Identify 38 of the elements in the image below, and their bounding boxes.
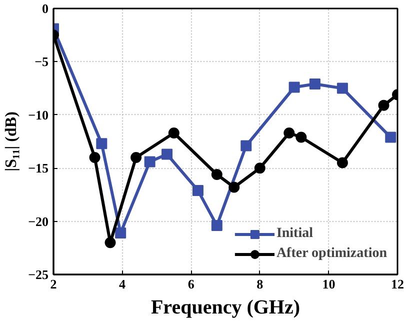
x-axis-title: Frequency (GHz) [150,296,300,318]
point [168,128,180,138]
point [211,168,222,180]
point [378,100,390,111]
x-tick-label: 4 [119,276,126,292]
y-tick-label: −10 [28,107,49,122]
x-tick-label: 10 [322,276,336,292]
point [385,132,396,143]
point [192,184,204,196]
point [211,220,222,232]
point [89,152,100,163]
y-tick-label: −15 [28,160,49,176]
point [104,237,116,248]
y-tick-label: −25 [28,267,49,282]
point [162,148,173,160]
y-tick-label: −20 [28,214,49,229]
point [336,157,348,168]
point [130,152,142,163]
point [240,140,252,152]
legend-label: Initial [276,226,314,242]
point [288,82,300,93]
point [228,182,240,193]
y-tick-label: 0 [42,1,48,16]
legend-label: After optimization [276,246,387,262]
point [115,228,126,239]
point [309,78,320,90]
point [144,156,156,168]
x-tick-label: 12 [391,276,404,292]
point [284,128,295,138]
x-tick-label: 2 [50,276,57,292]
point [96,138,108,150]
point [254,162,266,174]
y-axis-title: |S₁₁| (dB) [3,112,20,172]
x-tick-label: 6 [188,276,195,292]
y-tick-label: −5 [34,54,49,70]
point [296,132,307,143]
x-tick-label: 8 [256,276,264,292]
point [336,82,348,94]
